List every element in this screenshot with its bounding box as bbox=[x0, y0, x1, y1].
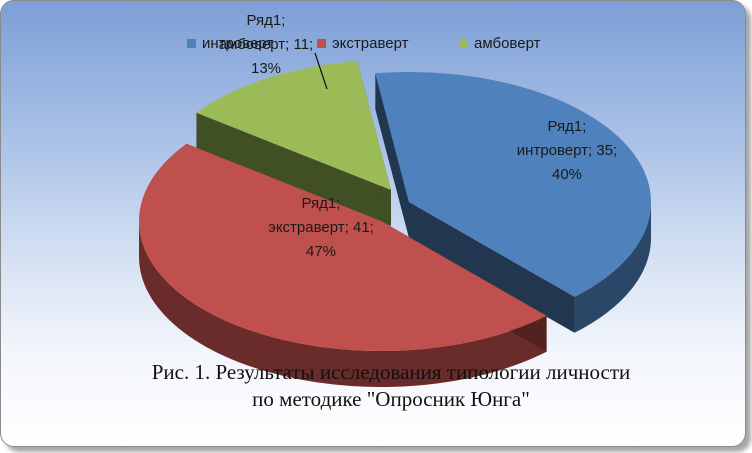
caption-line-1: Рис. 1. Результаты исследования типологи… bbox=[151, 360, 631, 384]
chart-frame: Ряд1; интроверт; 35; 40% Ряд1; экстраверт; 4… bbox=[0, 0, 746, 447]
legend-entry-экстраверт: экстраверт bbox=[332, 35, 409, 52]
pie-slice-интроверт bbox=[375, 72, 651, 297]
legend-swatch-экстраверт bbox=[317, 39, 326, 48]
data-label-амбоверт: Ряд1; амбоверт; 11; 13% bbox=[219, 12, 314, 77]
data-label-экстраверт: Ряд1; экстраверт; 41; 47% bbox=[268, 195, 374, 260]
caption-line-2: по методике "Опросник Юнга" bbox=[252, 387, 530, 411]
data-label-интроверт: Ряд1; интроверт; 35; 40% bbox=[517, 118, 617, 183]
slice-wall-0-1 bbox=[409, 202, 575, 333]
leader-lines bbox=[314, 52, 328, 90]
leader-line-амбоверт bbox=[314, 52, 328, 90]
pie-tops bbox=[138, 61, 651, 351]
pie-slice-экстраверт bbox=[138, 143, 547, 351]
legend: интроверт экстраверт амбоверт bbox=[187, 35, 541, 52]
slice-side-1 bbox=[139, 221, 547, 387]
legend-swatch-интроверт bbox=[187, 39, 196, 48]
legend-entry-амбоверт: амбоверт bbox=[474, 35, 541, 52]
pie-chart: Ряд1; интроверт; 35; 40% Ряд1; экстраверт; 4… bbox=[138, 12, 651, 387]
slice-side-0 bbox=[574, 202, 651, 333]
data-labels: Ряд1; интроверт; 35; 40% Ряд1; экстраверт; 4… bbox=[219, 12, 617, 260]
pie-slice-амбоверт bbox=[196, 61, 391, 190]
slice-wall-2-0 bbox=[196, 112, 391, 226]
figure-caption: Рис. 1. Результаты исследования типологи… bbox=[61, 359, 721, 413]
legend-swatch-амбоверт bbox=[459, 39, 468, 48]
legend-entry-интроверт: интроверт bbox=[202, 35, 273, 52]
slice-wall-0-0 bbox=[375, 73, 409, 238]
